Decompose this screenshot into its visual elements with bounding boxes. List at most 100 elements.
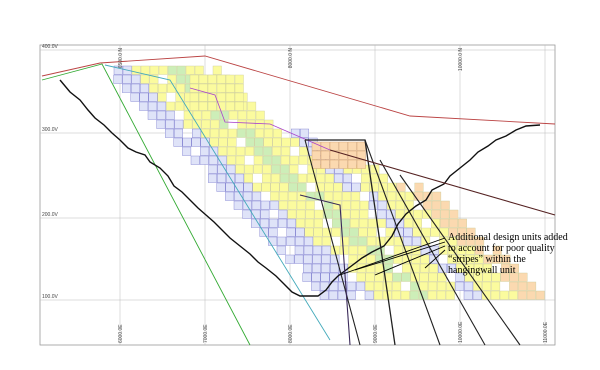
design-unit — [287, 218, 296, 228]
design-unit — [225, 83, 235, 93]
design-unit — [419, 281, 429, 291]
design-unit — [289, 173, 298, 183]
design-unit — [246, 119, 256, 129]
design-unit — [295, 236, 305, 246]
design-unit — [302, 272, 312, 282]
design-unit — [509, 281, 519, 291]
design-unit — [321, 263, 330, 273]
annotation: “stripes” within the — [448, 254, 526, 265]
design-unit — [315, 182, 325, 192]
design-unit — [349, 236, 359, 246]
design-unit — [194, 65, 204, 75]
design-unit — [377, 218, 386, 228]
design-unit — [189, 74, 199, 84]
design-unit — [359, 200, 369, 210]
design-unit — [247, 101, 257, 111]
design-unit — [340, 227, 350, 237]
labels: 400.0V 300.0V 200.0V 100.0V 6500.0 N 8000.0 N… — [42, 44, 568, 343]
design-unit — [412, 236, 422, 246]
design-unit — [356, 281, 366, 291]
design-unit — [279, 182, 289, 192]
design-unit — [149, 65, 159, 75]
design-unit — [446, 281, 456, 291]
design-unit — [157, 83, 167, 93]
design-unit — [348, 254, 358, 264]
bottom-label: 9000.0E — [373, 324, 379, 343]
design-unit — [449, 209, 459, 219]
design-unit — [490, 290, 500, 300]
design-unit — [182, 137, 192, 147]
design-unit — [403, 236, 413, 246]
design-unit — [364, 290, 374, 300]
design-unit — [466, 236, 476, 246]
design-unit — [340, 236, 350, 246]
design-unit — [368, 218, 377, 228]
design-unit — [350, 209, 360, 219]
design-unit — [370, 164, 380, 174]
design-unit — [252, 182, 262, 192]
design-unit — [430, 227, 440, 237]
design-unit — [356, 141, 366, 151]
design-unit — [396, 182, 406, 192]
design-unit — [289, 164, 299, 174]
design-unit — [182, 146, 192, 156]
design-unit — [148, 92, 158, 102]
design-unit — [510, 263, 519, 273]
design-unit — [491, 281, 501, 291]
design-unit — [411, 263, 420, 273]
design-unit — [236, 128, 246, 138]
design-unit — [448, 227, 458, 237]
design-unit — [348, 245, 358, 255]
design-unit — [311, 272, 321, 282]
design-unit — [475, 236, 485, 246]
design-unit — [235, 164, 245, 174]
design-unit — [272, 137, 282, 147]
design-unit — [321, 245, 331, 255]
design-unit — [431, 200, 441, 210]
design-unit — [342, 191, 352, 201]
design-unit — [175, 92, 185, 102]
design-unit — [149, 74, 159, 84]
design-unit — [358, 236, 368, 246]
design-unit — [351, 191, 361, 201]
design-unit — [492, 245, 502, 255]
design-unit — [323, 200, 333, 210]
design-unit — [474, 263, 483, 273]
design-unit — [166, 83, 176, 93]
design-unit — [395, 200, 405, 210]
annotation-arrow — [374, 245, 446, 276]
design-unit — [342, 182, 352, 192]
design-unit — [474, 245, 484, 255]
bottom-label: 7000.0E — [203, 324, 209, 343]
design-unit — [165, 110, 175, 120]
design-unit — [367, 236, 377, 246]
design-unit — [208, 155, 218, 165]
design-unit — [330, 254, 340, 264]
design-unit — [438, 263, 447, 273]
design-unit — [271, 155, 281, 165]
design-unit — [245, 128, 255, 138]
design-unit — [339, 245, 349, 255]
design-unit — [350, 218, 359, 228]
design-unit — [346, 290, 356, 300]
contact-dark — [299, 194, 351, 346]
design-unit — [201, 119, 211, 129]
design-unit — [324, 182, 334, 192]
design-unit — [518, 281, 528, 291]
design-unit — [432, 191, 442, 201]
design-unit — [207, 101, 217, 111]
design-unit — [440, 209, 450, 219]
design-unit — [455, 272, 465, 282]
design-unit — [421, 227, 431, 237]
design-unit — [360, 182, 370, 192]
design-unit — [440, 218, 449, 228]
design-unit — [501, 254, 511, 264]
design-unit — [255, 110, 265, 120]
design-unit — [499, 290, 509, 300]
design-unit — [412, 227, 422, 237]
annotation-arrow — [354, 241, 446, 271]
design-unit — [332, 209, 342, 219]
design-unit — [130, 83, 140, 93]
design-unit — [130, 92, 140, 102]
design-unit — [280, 155, 290, 165]
